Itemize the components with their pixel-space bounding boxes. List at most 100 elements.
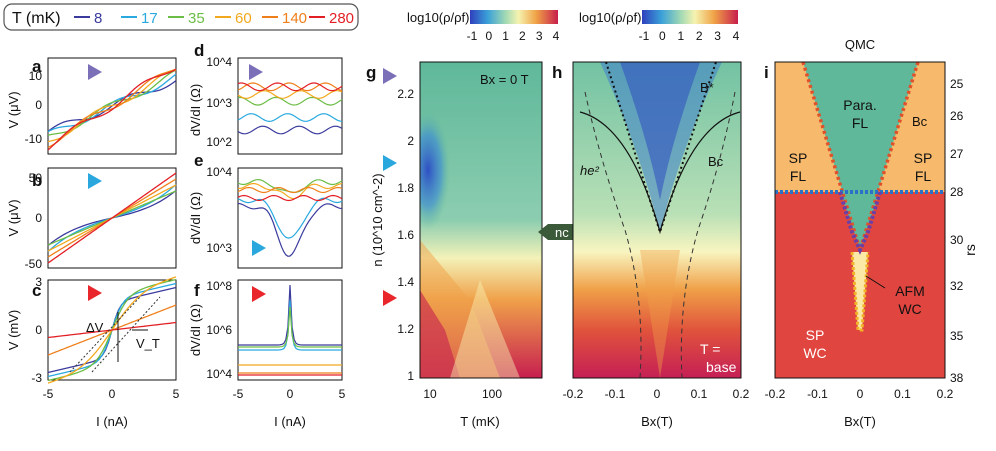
plot-frame — [419, 61, 543, 379]
panel-f: f 10^8 10^6 10^4 dV/dI (Ω) -5 0 5 I (nA) — [188, 279, 346, 429]
annotation: Bx = 0 T — [480, 72, 529, 87]
wc-boundary — [850, 251, 870, 332]
region-label: FL — [790, 168, 807, 184]
tick-label: 0 — [35, 211, 42, 225]
tick-label: 30 — [950, 233, 964, 247]
tick-label: -0.1 — [807, 387, 828, 401]
dvdi-curve — [237, 202, 343, 257]
legend-label: 280 — [329, 10, 354, 27]
tick-label: 2.2 — [397, 87, 414, 101]
dvdi-curve — [237, 113, 343, 123]
colorbar-h: log10(ρ/ρf) -1 0 1 2 3 4 — [579, 10, 740, 43]
legend-label: 8 — [94, 10, 102, 27]
tick-label: 3 — [536, 29, 543, 43]
tick-label: 4 — [553, 29, 560, 43]
tick-label: 2 — [519, 29, 526, 43]
panel-label: c — [32, 281, 41, 300]
tick-label: 0 — [857, 387, 864, 401]
tick-label: -0.2 — [765, 387, 786, 401]
iv-curve — [47, 321, 177, 339]
panel-a: a 10 0 -10 V (μV) — [6, 57, 177, 155]
marker-triangle — [383, 290, 397, 306]
tick-label: 10^6 — [206, 323, 232, 337]
tick-label: 1 — [407, 369, 414, 383]
tick-label: 10^8 — [206, 279, 232, 293]
annotation: T = — [700, 341, 720, 357]
tick-label: 100 — [482, 387, 502, 401]
colorbar — [642, 10, 738, 24]
axis-label: n (10^10 cm^-2) — [370, 173, 385, 266]
tick-label: 0 — [35, 323, 42, 337]
tick-label: -0.1 — [605, 387, 626, 401]
dvdi-curve — [237, 82, 343, 92]
panel-label: f — [194, 281, 200, 300]
tick-label: 0 — [485, 29, 492, 43]
colorbar-g: log10(ρ/ρf) -1 0 1 2 3 4 — [407, 10, 560, 43]
tick-label: -0.2 — [563, 387, 584, 401]
panel-label: h — [552, 63, 562, 82]
tick-label: -1 — [639, 29, 650, 43]
panel-label: d — [194, 41, 204, 60]
iv-curve — [47, 68, 177, 151]
tick-label: 35 — [950, 329, 964, 343]
tick-label: 1 — [502, 29, 509, 43]
panel-d: d 10^4 10^3 10^2 dV/dI (Ω) — [188, 41, 343, 155]
marker-triangle — [88, 285, 102, 301]
dvdi-curve — [237, 82, 343, 92]
tick-label: 10 — [29, 69, 43, 83]
region-para-fl — [803, 62, 918, 250]
panel-e: e 10^4 10^3 dV/dI (Ω) — [188, 151, 343, 269]
dvdi-curve — [237, 178, 343, 193]
region-label: AFM — [895, 283, 925, 299]
tick-label: 2 — [696, 29, 703, 43]
axis-label: rs — [962, 244, 978, 256]
plot-frame — [237, 57, 343, 155]
iv-curve — [47, 172, 177, 264]
dvdi-curve — [237, 89, 343, 99]
legend-box — [3, 3, 359, 31]
tick-label: 32 — [950, 279, 964, 293]
he2-contour — [584, 91, 736, 379]
tick-label: 2 — [407, 134, 414, 148]
iv-curve — [47, 68, 177, 143]
marker-triangle — [249, 64, 263, 80]
marker-triangle — [88, 64, 102, 80]
tick-label: 25 — [950, 77, 964, 91]
annotation: B* — [700, 80, 714, 95]
panel-label: e — [194, 151, 203, 170]
axis-label: I (nA) — [274, 414, 306, 429]
tick-label: 3 — [714, 29, 721, 43]
dvdi-curve — [238, 284, 342, 346]
axis-label: dV/dI (Ω) — [188, 192, 203, 244]
colorbar-label: log10(ρ/ρf) — [407, 10, 469, 25]
panel-c: c ΔV V_T 3 0 -3 V (mV) -5 0 5 I (nA) — [6, 275, 180, 429]
axis-label: dV/dI (Ω) — [188, 304, 203, 356]
tick-label: 0.1 — [691, 387, 708, 401]
axis-label: I (nA) — [96, 414, 128, 429]
annotation: he² — [580, 163, 599, 178]
plot-frame — [47, 279, 177, 381]
plot-frame — [237, 167, 343, 269]
marker-triangle — [252, 286, 266, 302]
dvdi-curve — [238, 306, 342, 348]
tick-label: 1.8 — [397, 181, 414, 195]
tick-label: 27 — [950, 147, 964, 161]
region-label: SP — [789, 150, 808, 166]
tick-label: 1.4 — [397, 275, 414, 289]
tick-label: 0.2 — [733, 387, 750, 401]
tick-label: 5 — [339, 387, 346, 401]
axis-label: dV/dI (Ω) — [188, 84, 203, 136]
tick-label: 10^3 — [206, 96, 232, 110]
tick-label: 0 — [35, 98, 42, 112]
iv-curve — [47, 69, 177, 148]
tick-label: 0.2 — [937, 387, 954, 401]
afm-boundary — [838, 191, 882, 255]
heatmap-g — [420, 62, 542, 378]
plot-frame — [774, 61, 946, 379]
tick-label: 10^2 — [206, 135, 232, 149]
panel-i: i QMC Para. FL SP FL SP FL AFM WC SP WC … — [764, 37, 978, 429]
legend-label: 140 — [282, 10, 307, 27]
tick-label: -50 — [25, 257, 43, 271]
delta-v-label: ΔV — [86, 320, 104, 335]
guide-line — [91, 296, 161, 373]
